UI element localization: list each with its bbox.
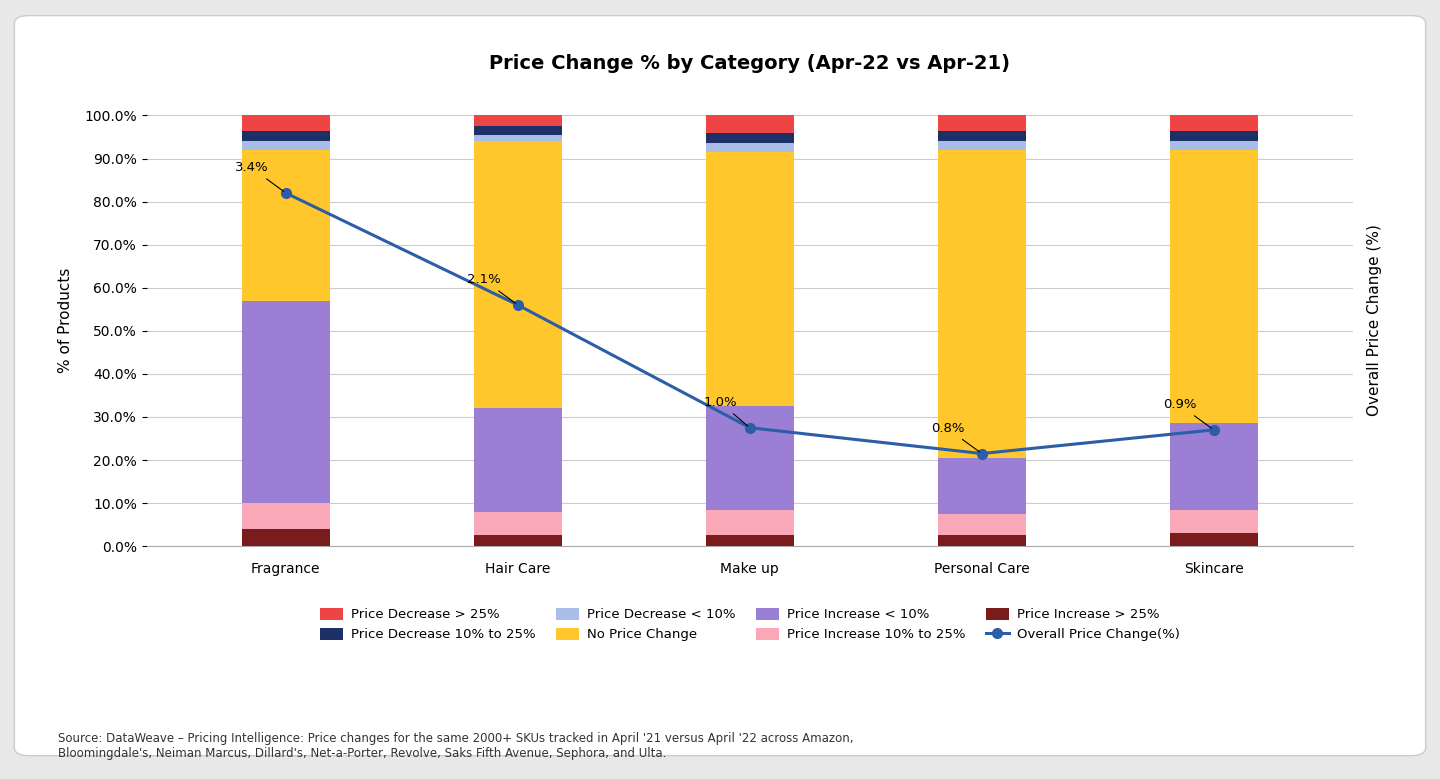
Bar	[1169, 534, 1257, 546]
Bar	[1169, 509, 1257, 534]
Bar	[474, 126, 562, 135]
Bar	[937, 150, 1025, 458]
Bar	[706, 509, 793, 535]
Bar	[242, 141, 330, 150]
Text: 2.1%: 2.1%	[467, 273, 516, 303]
Bar	[242, 503, 330, 529]
Bar	[937, 131, 1025, 141]
Bar	[242, 115, 330, 131]
Line: Overall Price Change(%): Overall Price Change(%)	[281, 189, 1218, 458]
Text: 0.9%: 0.9%	[1162, 398, 1211, 428]
Overall Price Change(%)	[742, 423, 759, 432]
Title: Price Change % by Category (Apr-22 vs Apr-21): Price Change % by Category (Apr-22 vs Ap…	[490, 54, 1011, 73]
Overall Price Change(%)	[278, 189, 295, 198]
Bar	[474, 141, 562, 408]
Overall Price Change(%)	[1205, 425, 1223, 435]
Y-axis label: Overall Price Change (%): Overall Price Change (%)	[1367, 224, 1382, 416]
Bar	[937, 115, 1025, 131]
Bar	[474, 115, 562, 126]
Bar	[706, 143, 793, 152]
Bar	[1169, 141, 1257, 150]
Text: 1.0%: 1.0%	[703, 397, 747, 426]
Bar	[242, 150, 330, 301]
Bar	[242, 131, 330, 141]
Bar	[474, 512, 562, 535]
Text: Source: DataWeave – Pricing Intelligence: Price changes for the same 2000+ SKUs : Source: DataWeave – Pricing Intelligence…	[58, 731, 852, 760]
Bar	[706, 535, 793, 546]
Text: 0.8%: 0.8%	[930, 422, 979, 452]
Overall Price Change(%)	[973, 449, 991, 458]
Overall Price Change(%)	[510, 300, 527, 309]
Bar	[706, 132, 793, 143]
Bar	[474, 135, 562, 141]
Bar	[474, 535, 562, 546]
Text: 3.4%: 3.4%	[235, 161, 284, 192]
Legend: Price Decrease > 25%, Price Decrease 10% to 25%, Price Decrease < 10%, No Price : Price Decrease > 25%, Price Decrease 10%…	[314, 602, 1185, 647]
Bar	[937, 514, 1025, 535]
Bar	[474, 408, 562, 512]
Bar	[1169, 131, 1257, 141]
Bar	[1169, 424, 1257, 509]
Bar	[706, 406, 793, 509]
Bar	[706, 115, 793, 132]
Bar	[242, 529, 330, 546]
Bar	[937, 458, 1025, 514]
Bar	[937, 141, 1025, 150]
Bar	[1169, 115, 1257, 131]
Bar	[706, 152, 793, 406]
Bar	[1169, 150, 1257, 424]
Bar	[242, 301, 330, 503]
Y-axis label: % of Products: % of Products	[58, 267, 73, 372]
Bar	[937, 535, 1025, 546]
